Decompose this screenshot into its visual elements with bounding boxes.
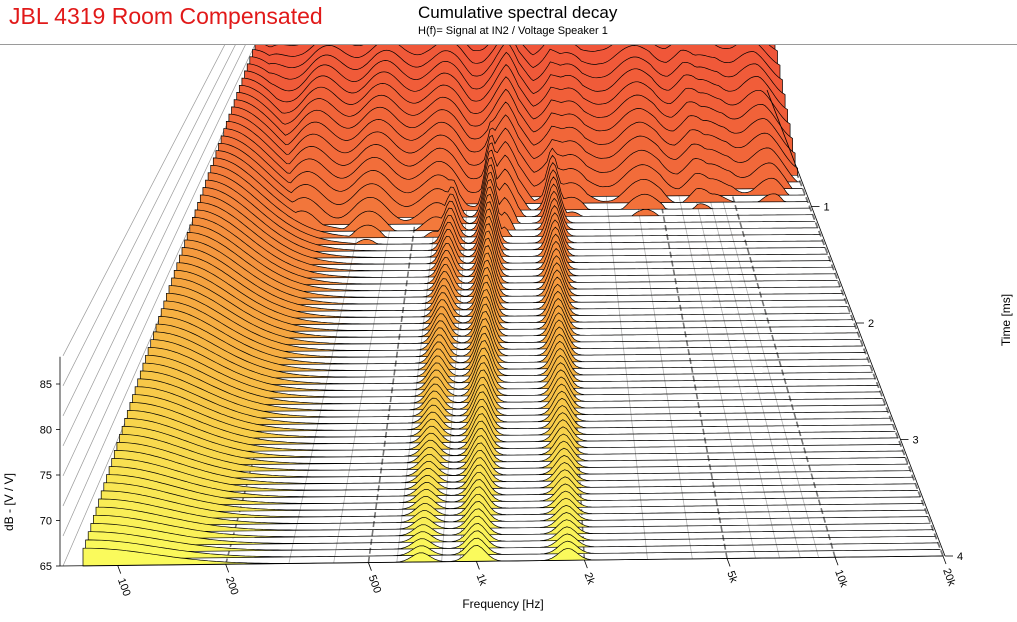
chart-header: JBL 4319 Room Compensated Cumulative spe… xyxy=(0,0,1017,45)
z-tick-label: 3 xyxy=(913,435,919,447)
z-tick-label: 2 xyxy=(868,318,874,330)
x-tick-label: 200 xyxy=(223,575,241,596)
x-tick-mark xyxy=(117,565,122,574)
side-grid-line xyxy=(62,45,236,386)
x-tick-label: 2k xyxy=(582,571,597,586)
decay-slice xyxy=(215,150,816,226)
chart-subtitle: H(f)= Signal at IN2 / Voltage Speaker 1 xyxy=(418,25,608,37)
x-tick-mark xyxy=(225,564,230,573)
watermark-label: JBL 4319 Room Compensated xyxy=(9,3,323,29)
x-tick-label: 1k xyxy=(474,572,489,587)
decay-slice xyxy=(212,157,818,233)
x-tick-label: 10k xyxy=(832,568,850,589)
z-axis-line xyxy=(766,89,946,557)
chart-title: Cumulative spectral decay xyxy=(418,3,618,22)
x-tick-mark xyxy=(476,561,480,570)
side-grid-line xyxy=(62,45,246,417)
side-grid-line xyxy=(62,45,226,356)
z-axis-label: Time [ms] xyxy=(999,294,1013,346)
x-axis-line xyxy=(59,555,944,567)
z-tick-label: 4 xyxy=(957,551,963,563)
waterfall-plot: 65 70 75 80 85 100 200 500 1k 2k 5k 10k 20k 1 2 3 4 Freq… xyxy=(2,45,1013,611)
x-tick-mark xyxy=(583,560,588,569)
x-tick-label: 5k xyxy=(724,569,739,584)
x-tick-mark xyxy=(942,555,947,565)
y-tick-label: 80 xyxy=(40,425,52,437)
y-axis-label: dB - [V / V] xyxy=(2,473,16,531)
side-grid-line xyxy=(62,45,256,447)
x-tick-mark xyxy=(368,562,372,571)
x-tick-label: 500 xyxy=(366,574,384,595)
x-tick-label: 100 xyxy=(115,577,133,598)
y-tick-label: 75 xyxy=(40,470,52,482)
y-tick-label: 85 xyxy=(40,379,52,391)
y-tick-label: 70 xyxy=(40,516,52,528)
axes: 65 70 75 80 85 100 200 500 1k 2k 5k 10k 20k 1 2 3 4 xyxy=(40,89,963,598)
x-tick-mark xyxy=(834,557,839,566)
x-tick-label: 20k xyxy=(940,567,958,588)
decay-slices xyxy=(82,45,944,567)
y-tick-label: 65 xyxy=(40,561,52,573)
x-tick-mark xyxy=(726,558,731,567)
x-axis-label: Frequency [Hz] xyxy=(462,597,543,611)
z-tick-label: 1 xyxy=(824,202,830,214)
